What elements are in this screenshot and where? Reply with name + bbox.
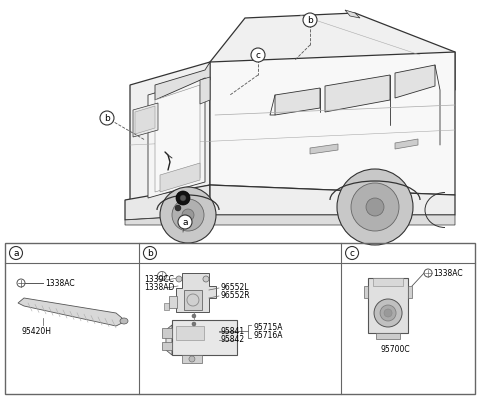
Circle shape: [176, 276, 182, 282]
Text: 95700C: 95700C: [380, 345, 409, 354]
Polygon shape: [130, 62, 210, 205]
Polygon shape: [176, 273, 216, 312]
Polygon shape: [325, 75, 390, 112]
Circle shape: [172, 199, 204, 231]
Circle shape: [337, 169, 413, 245]
Text: 95841: 95841: [221, 327, 245, 337]
Polygon shape: [182, 355, 202, 363]
Circle shape: [10, 246, 23, 259]
Text: b: b: [147, 249, 153, 257]
Circle shape: [203, 276, 209, 282]
Circle shape: [100, 111, 114, 125]
Polygon shape: [310, 144, 338, 154]
Text: 1338AC: 1338AC: [45, 278, 74, 287]
Polygon shape: [133, 103, 158, 137]
Polygon shape: [18, 298, 122, 326]
Polygon shape: [166, 325, 172, 355]
Circle shape: [374, 299, 402, 327]
Polygon shape: [148, 78, 205, 198]
Polygon shape: [200, 77, 210, 104]
Polygon shape: [172, 320, 237, 355]
Polygon shape: [408, 286, 412, 298]
Polygon shape: [160, 163, 200, 192]
Text: 1338AD: 1338AD: [144, 284, 174, 293]
Circle shape: [251, 48, 265, 62]
Polygon shape: [184, 290, 202, 310]
Text: c: c: [255, 51, 261, 59]
Circle shape: [182, 209, 194, 221]
Text: a: a: [13, 249, 19, 257]
Polygon shape: [125, 215, 455, 225]
Polygon shape: [395, 139, 418, 149]
Circle shape: [189, 356, 195, 362]
Circle shape: [351, 183, 399, 231]
Polygon shape: [125, 185, 210, 220]
Text: c: c: [349, 249, 355, 257]
Polygon shape: [155, 62, 210, 100]
Text: 96552L: 96552L: [221, 284, 250, 293]
Ellipse shape: [120, 318, 128, 324]
Circle shape: [192, 322, 196, 326]
Text: 95842: 95842: [221, 335, 245, 345]
Circle shape: [192, 314, 196, 318]
Polygon shape: [364, 286, 368, 298]
Polygon shape: [85, 10, 475, 235]
Polygon shape: [373, 278, 403, 286]
Circle shape: [178, 215, 192, 229]
Polygon shape: [210, 13, 455, 100]
Text: 95716A: 95716A: [254, 331, 284, 341]
Circle shape: [180, 195, 186, 201]
Polygon shape: [135, 106, 155, 134]
Circle shape: [175, 205, 181, 211]
Circle shape: [160, 187, 216, 243]
Circle shape: [144, 246, 156, 259]
Polygon shape: [162, 328, 172, 338]
Text: 1339CC: 1339CC: [144, 276, 174, 284]
Circle shape: [384, 309, 392, 317]
Polygon shape: [345, 10, 360, 18]
Circle shape: [303, 13, 317, 27]
Text: b: b: [104, 114, 110, 122]
Text: 95420H: 95420H: [21, 326, 51, 335]
Polygon shape: [169, 296, 177, 308]
Polygon shape: [210, 52, 455, 195]
Polygon shape: [162, 342, 172, 350]
Polygon shape: [368, 278, 408, 333]
Circle shape: [346, 246, 359, 259]
Text: 95715A: 95715A: [254, 324, 284, 333]
Text: 96552R: 96552R: [221, 291, 251, 301]
Polygon shape: [210, 185, 455, 215]
Polygon shape: [155, 85, 200, 192]
Circle shape: [176, 191, 190, 205]
Text: a: a: [182, 217, 188, 227]
Circle shape: [366, 198, 384, 216]
Polygon shape: [176, 326, 204, 340]
Polygon shape: [376, 333, 400, 339]
Text: b: b: [307, 15, 313, 25]
Polygon shape: [395, 65, 435, 98]
Polygon shape: [275, 88, 320, 115]
Text: 1338AC: 1338AC: [433, 268, 463, 278]
Circle shape: [380, 305, 396, 321]
Polygon shape: [164, 303, 169, 310]
